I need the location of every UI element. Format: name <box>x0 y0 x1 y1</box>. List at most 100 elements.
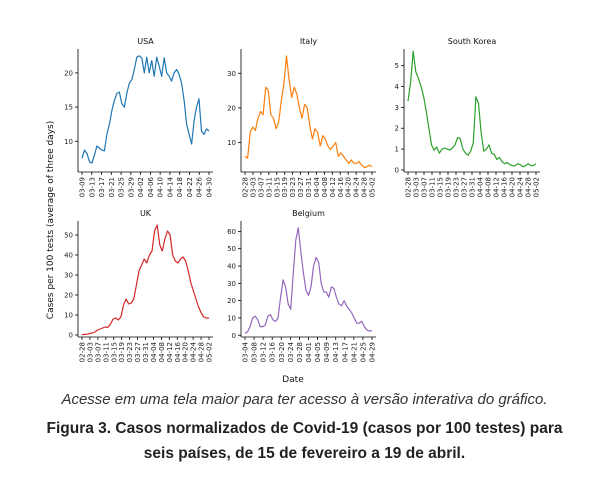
belgium-x-tick-label: 04-25 <box>359 342 367 362</box>
italy-title: Italy <box>300 37 318 46</box>
uk-x-tick-label: 03-11 <box>102 342 110 362</box>
usa-series-line <box>81 55 210 164</box>
usa-x-tick-label: 03-17 <box>98 177 106 197</box>
usa-x-tick-label: 03-29 <box>127 177 135 197</box>
usa-x-tick-label: 04-18 <box>176 177 184 197</box>
south-korea-x-tick-label: 03-07 <box>421 177 429 197</box>
uk-y-tick-label: 20 <box>64 292 73 300</box>
south-korea-x-tick-label: 04-04 <box>477 176 485 197</box>
belgium-x-tick-label: 04-01 <box>305 342 313 362</box>
italy-series-line <box>244 55 373 169</box>
usa-x-tick-label: 03-21 <box>108 177 116 197</box>
south-korea-x-tick-label: 02-28 <box>405 177 413 197</box>
south-korea-x-tick-label: 04-12 <box>493 177 501 197</box>
belgium-x-tick-label: 03-16 <box>269 341 277 362</box>
south-korea-x-tick-label: 04-20 <box>509 177 517 197</box>
south-korea-title: South Korea <box>448 37 497 46</box>
usa-x-tick-label: 04-02 <box>137 177 145 197</box>
italy-y-tick-label: 10 <box>227 139 236 147</box>
south-korea-x-tick-label: 03-31 <box>469 177 477 197</box>
usa-y-tick-label: 15 <box>64 104 73 112</box>
italy-x-tick-label: 04-16 <box>337 176 345 197</box>
belgium-y-tick-label: 30 <box>227 280 236 288</box>
belgium-series-line <box>244 227 372 334</box>
uk-x-tick-label: 04-12 <box>166 342 174 362</box>
belgium-title: Belgium <box>292 209 325 218</box>
x-axis-label: Date <box>282 375 304 385</box>
belgium-y-tick-label: 20 <box>227 297 236 305</box>
belgium-x-tick-label: 03-24 <box>287 341 295 362</box>
uk-y-tick-label: 40 <box>64 252 73 260</box>
uk-x-tick-label: 03-31 <box>142 342 150 362</box>
belgium-x-tick-label: 03-20 <box>278 342 286 362</box>
belgium-x-tick-label: 03-28 <box>296 342 304 362</box>
belgium-y-tick-label: 40 <box>227 263 236 271</box>
usa-x-tick-label: 04-30 <box>206 177 214 197</box>
italy-x-tick-label: 03-11 <box>265 177 273 197</box>
usa-y-tick-label: 20 <box>64 69 73 77</box>
italy-x-tick-label: 05-02 <box>369 177 377 197</box>
south-korea-y-tick-label: 0 <box>395 166 399 174</box>
usa-x-tick-label: 03-09 <box>79 177 87 197</box>
uk-x-tick-label: 03-19 <box>118 342 126 362</box>
uk-x-tick-label: 03-07 <box>94 342 102 362</box>
figure-caption: Figura 3. Casos normalizados de Covid-19… <box>46 420 563 462</box>
south-korea-y-tick-label: 4 <box>395 83 400 91</box>
south-korea-series-line <box>407 50 537 168</box>
uk-x-tick-label: 04-16 <box>174 341 182 362</box>
south-korea-y-tick-label: 1 <box>395 146 399 154</box>
south-korea-y-tick-label: 3 <box>395 104 399 112</box>
belgium-y-tick-label: 60 <box>227 228 236 236</box>
italy-x-tick-label: 03-15 <box>273 177 281 197</box>
uk-x-tick-label: 03-03 <box>86 342 94 362</box>
uk-x-tick-label: 02-28 <box>79 342 87 362</box>
belgium-x-tick-label: 03-08 <box>251 342 259 362</box>
uk-x-tick-label: 04-20 <box>182 342 190 362</box>
usa-x-tick-label: 04-06 <box>147 176 155 197</box>
south-korea-x-tick-label: 04-28 <box>525 177 533 197</box>
italy-x-tick-label: 04-20 <box>345 177 353 197</box>
belgium-y-tick-label: 10 <box>227 314 236 322</box>
south-korea-x-tick-label: 03-27 <box>461 177 469 197</box>
uk-series-line <box>81 224 209 336</box>
italy-y-tick-label: 30 <box>227 70 236 78</box>
italy-x-tick-label: 03-03 <box>249 177 257 197</box>
south-korea-y-tick-label: 5 <box>395 62 399 70</box>
belgium-x-tick-label: 04-13 <box>332 342 340 362</box>
uk-y-tick-label: 0 <box>69 332 73 340</box>
uk-x-tick-label: 03-27 <box>134 342 142 362</box>
belgium-y-tick-label: 50 <box>227 245 236 253</box>
belgium-y-tick-label: 0 <box>232 332 236 340</box>
belgium-x-tick-label: 04-09 <box>323 342 331 362</box>
usa-y-tick-label: 10 <box>64 138 73 146</box>
italy-x-tick-label: 04-04 <box>313 176 321 197</box>
south-korea-x-tick-label: 03-23 <box>453 177 461 197</box>
italy-y-tick-label: 20 <box>227 104 236 112</box>
south-korea-x-tick-label: 03-19 <box>445 177 453 197</box>
caption-note: Acesse em uma tela maior para ter acesso… <box>61 391 548 408</box>
uk-x-tick-label: 04-28 <box>198 342 206 362</box>
uk-x-tick-label: 04-24 <box>190 341 198 362</box>
italy-x-tick-label: 03-19 <box>281 177 289 197</box>
italy-x-tick-label: 03-31 <box>305 177 313 197</box>
y-axis-label: Cases per 100 tests (average of three da… <box>46 121 56 319</box>
belgium-x-tick-label: 04-05 <box>314 342 322 362</box>
italy-x-tick-label: 04-24 <box>353 176 361 197</box>
usa-x-tick-label: 04-26 <box>196 176 204 197</box>
italy-panel: Italy 10 20 30 02-28 03-03 03-07 03-11 03-15 03-1… <box>227 37 376 197</box>
belgium-x-tick-label: 03-04 <box>242 341 250 362</box>
italy-x-tick-label: 04-08 <box>321 177 329 197</box>
italy-x-tick-label: 03-27 <box>297 177 305 197</box>
usa-x-tick-label: 04-14 <box>166 176 174 197</box>
belgium-x-tick-label: 04-29 <box>369 342 377 362</box>
south-korea-x-tick-label: 03-11 <box>429 177 437 197</box>
usa-x-tick-label: 03-25 <box>118 177 126 197</box>
usa-x-tick-label: 03-13 <box>88 177 96 197</box>
uk-x-tick-label: 05-02 <box>206 342 214 362</box>
usa-x-tick-label: 04-22 <box>186 177 194 197</box>
italy-x-tick-label: 03-07 <box>257 177 265 197</box>
south-korea-x-tick-label: 04-08 <box>485 177 493 197</box>
italy-x-tick-label: 04-12 <box>329 177 337 197</box>
